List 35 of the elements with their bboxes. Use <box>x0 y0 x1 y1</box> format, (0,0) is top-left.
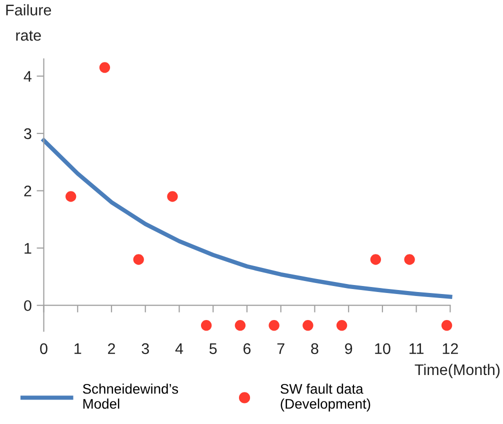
x-tick-label: 3 <box>142 343 149 354</box>
point <box>268 320 280 331</box>
point <box>200 320 212 331</box>
x-tick-label: 1 <box>74 343 82 354</box>
point <box>167 191 178 202</box>
x-tick-label: 7 <box>277 343 284 354</box>
y-tick-label: 4 <box>24 71 32 82</box>
x-tick-label: 2 <box>108 343 115 354</box>
point <box>336 320 348 331</box>
x-tick-label: 8 <box>311 343 318 354</box>
y-tick-label: 0 <box>24 300 32 312</box>
x-tick-label: 4 <box>175 343 184 354</box>
point <box>133 254 144 265</box>
point <box>99 62 110 73</box>
x-tick-label: 9 <box>345 343 352 354</box>
point <box>234 320 246 331</box>
y-tick-label: 3 <box>24 128 32 140</box>
y-tick-label: 1 <box>24 243 32 254</box>
x-tick-label: 11 <box>410 343 424 354</box>
x-tick-label: 6 <box>244 343 251 354</box>
legend-label: Schneidewind’s Model <box>82 384 178 409</box>
point <box>441 320 452 331</box>
point <box>302 320 314 331</box>
point <box>404 254 415 265</box>
line-series <box>42 138 452 299</box>
y-tick-label: 2 <box>24 186 32 196</box>
point <box>370 254 382 265</box>
x-tick-label: 0 <box>40 343 48 354</box>
legend-label: SW fault data (Development) <box>280 384 370 412</box>
point <box>66 191 76 202</box>
x-axis-title: Time(Month) <box>414 364 500 378</box>
x-tick-label: 5 <box>209 343 217 354</box>
x-tick-label: 12 <box>442 343 458 354</box>
y-axis-title: Failure rate <box>6 4 52 41</box>
x-tick-label: 10 <box>375 343 390 354</box>
